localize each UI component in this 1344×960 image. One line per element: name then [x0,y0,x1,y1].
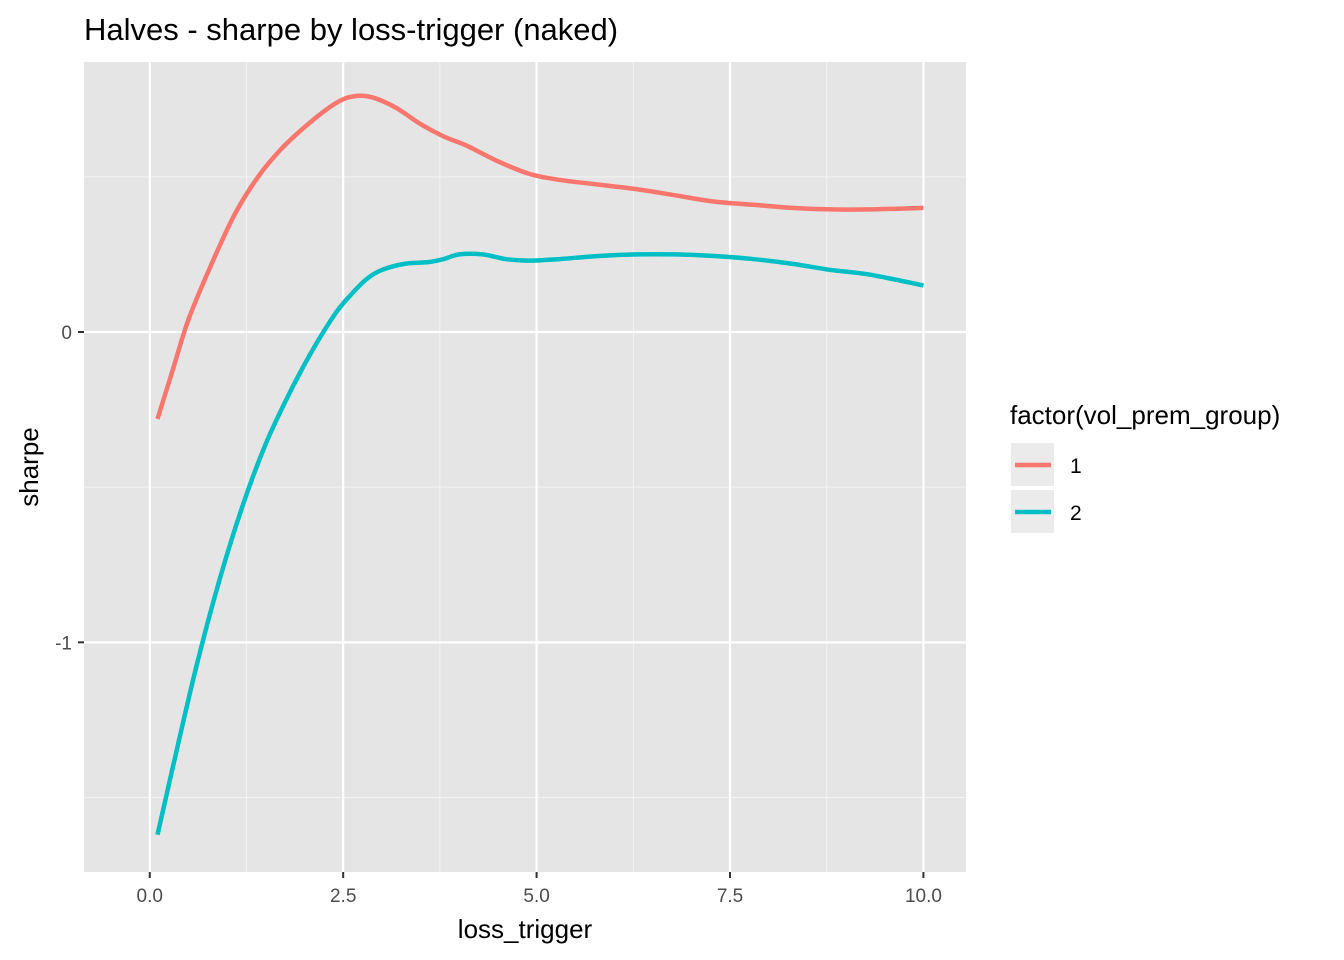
plot-panel [84,62,966,872]
x-tick-label: 5.0 [523,886,549,907]
legend-entry-1: 1 [1011,443,1082,486]
legend-label-1: 1 [1070,455,1082,478]
series-line-1 [155,93,924,420]
y-axis: 0 -1 [55,323,84,654]
legend-label-2: 2 [1070,502,1082,525]
y-tick-label: 0 [61,323,72,344]
legend-title: factor(vol_prem_group) [1010,400,1280,430]
x-tick-label: 10.0 [905,886,942,907]
y-axis-title: sharpe [14,427,44,507]
series-lines [155,93,924,836]
series-line-2 [155,251,924,836]
x-tick-label: 0.0 [137,886,163,907]
x-axis-title: loss_trigger [458,914,593,944]
x-axis: 0.0 2.5 5.0 7.5 10.0 [137,872,942,907]
x-tick-label: 7.5 [717,886,743,907]
y-tick-label: -1 [55,633,72,654]
legend-entry-2: 2 [1011,490,1082,533]
chart-title: Halves - sharpe by loss-trigger (naked) [84,12,618,47]
legend: factor(vol_prem_group) 1 2 [1010,400,1280,533]
major-gridlines [84,62,966,872]
minor-gridlines [84,62,966,872]
x-tick-label: 2.5 [330,886,356,907]
